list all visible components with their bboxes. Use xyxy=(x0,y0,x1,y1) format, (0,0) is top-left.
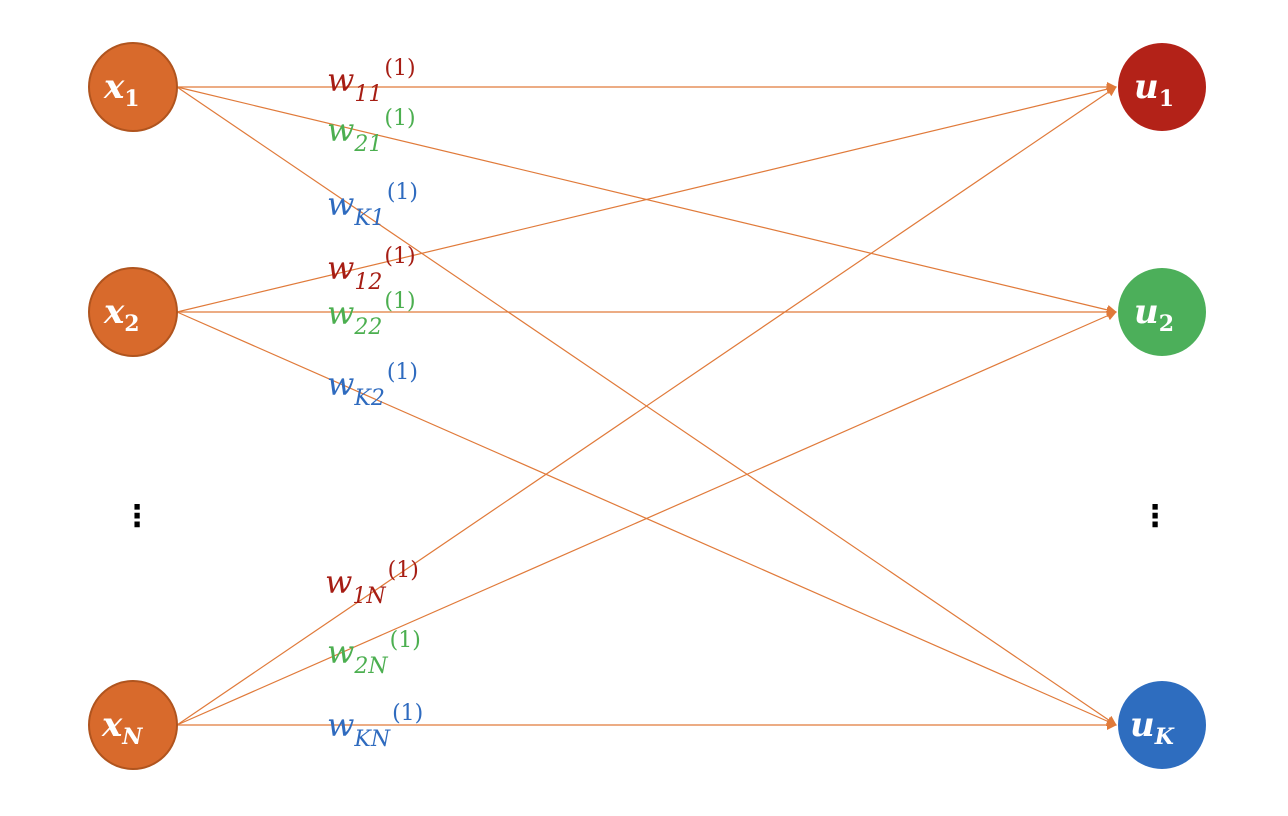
output-label-uK: uK xyxy=(1130,705,1174,748)
output-ellipsis: ⋮ xyxy=(1140,499,1170,534)
output-subscript: 1 xyxy=(1158,86,1175,112)
input-node-x1 xyxy=(88,42,178,132)
weight-superscript: (1) xyxy=(387,558,419,583)
weight-symbol: w xyxy=(325,563,353,601)
output-node-uK xyxy=(1118,681,1206,769)
input-symbol: x xyxy=(104,67,125,107)
weight-superscript: (1) xyxy=(384,56,416,81)
edge-xN-u1 xyxy=(176,86,1117,726)
weight-symbol: w xyxy=(327,111,355,149)
weight-subscript: KN xyxy=(354,727,391,752)
weight-symbol: w xyxy=(327,633,355,671)
weight-symbol: w xyxy=(327,61,355,99)
input-node-x2 xyxy=(88,267,178,357)
edge-xN-u2 xyxy=(176,311,1117,726)
weight-superscript: (1) xyxy=(389,628,421,653)
input-label-x2: x2 xyxy=(104,292,140,335)
weight-symbol: w xyxy=(327,294,355,332)
weight-symbol: w xyxy=(327,185,355,223)
input-label-xN: xN xyxy=(102,705,142,748)
weight-superscript: (1) xyxy=(384,106,416,131)
weight-label-wK2: wK2(1) xyxy=(327,362,418,410)
weight-label-w2N: w2N(1) xyxy=(327,630,421,678)
weight-symbol: w xyxy=(327,365,355,403)
weight-subscript: 12 xyxy=(354,270,383,295)
weight-symbol: w xyxy=(327,706,355,744)
weight-label-wKN: wKN(1) xyxy=(327,703,423,751)
weight-label-w22: w22(1) xyxy=(327,291,416,339)
weight-superscript: (1) xyxy=(386,180,418,205)
weight-subscript: K1 xyxy=(354,206,385,231)
output-label-u2: u2 xyxy=(1134,292,1174,335)
output-symbol: u xyxy=(1134,67,1159,107)
weight-subscript: K2 xyxy=(354,386,385,411)
input-subscript: 2 xyxy=(124,311,140,337)
weight-label-wK1: wK1(1) xyxy=(327,182,418,230)
weight-label-w21: w21(1) xyxy=(327,108,416,156)
input-node-xN xyxy=(88,680,178,770)
output-subscript: 2 xyxy=(1158,311,1175,337)
weight-label-w11: w11(1) xyxy=(327,58,416,106)
weight-label-w12: w12(1) xyxy=(327,246,416,294)
input-subscript: 1 xyxy=(124,86,140,112)
input-ellipsis: ⋮ xyxy=(122,499,152,534)
output-symbol: u xyxy=(1134,292,1159,332)
weight-superscript: (1) xyxy=(384,244,416,269)
output-subscript: K xyxy=(1154,724,1174,750)
weight-superscript: (1) xyxy=(392,701,424,726)
weight-label-w1N: w1N(1) xyxy=(325,560,419,608)
input-subscript: N xyxy=(122,724,143,750)
output-symbol: u xyxy=(1130,705,1155,745)
input-label-x1: x1 xyxy=(104,67,140,110)
weight-subscript: 22 xyxy=(354,315,383,340)
output-node-u2 xyxy=(1118,268,1206,356)
input-symbol: x xyxy=(102,705,123,745)
output-label-u1: u1 xyxy=(1134,67,1174,110)
edge-x2-u1 xyxy=(176,84,1117,313)
weight-superscript: (1) xyxy=(386,360,418,385)
weight-subscript: 2N xyxy=(354,654,388,679)
weight-subscript: 1N xyxy=(352,584,386,609)
weight-subscript: 11 xyxy=(354,82,383,107)
weight-subscript: 21 xyxy=(354,132,383,157)
weight-symbol: w xyxy=(327,249,355,287)
weight-superscript: (1) xyxy=(384,289,416,314)
output-node-u1 xyxy=(1118,43,1206,131)
input-symbol: x xyxy=(104,292,125,332)
